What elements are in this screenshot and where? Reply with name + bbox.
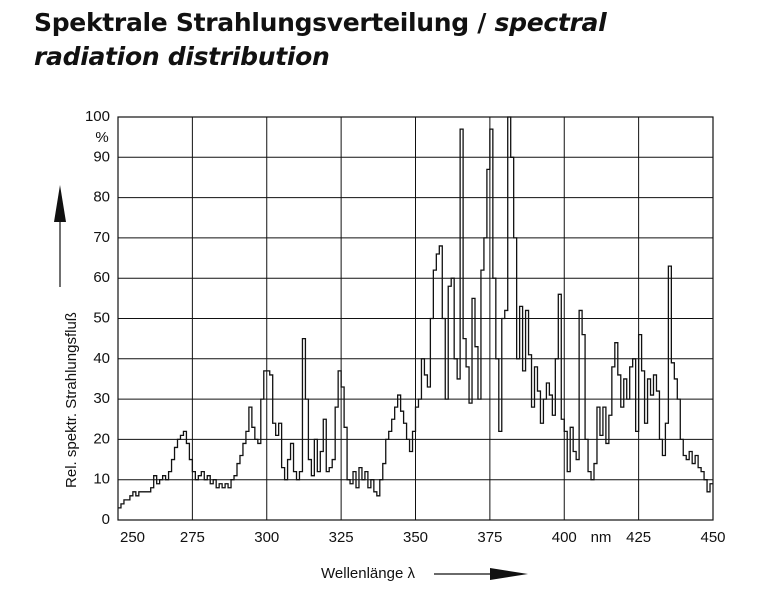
y-tick-label: 60 xyxy=(93,269,110,286)
y-tick-label: 100 xyxy=(85,108,110,125)
x-tick-label: 375 xyxy=(477,529,502,546)
x-tick-label: 450 xyxy=(700,529,725,546)
y-tick-label: 10 xyxy=(93,471,110,488)
title-en: spectral radiation distribution xyxy=(34,8,607,71)
plot-frame xyxy=(117,116,714,521)
x-axis-label: Wellenlänge λ xyxy=(321,565,415,582)
y-unit: % xyxy=(95,129,108,146)
spectrum-line xyxy=(118,116,713,509)
x-tick-label: 425 xyxy=(626,529,651,546)
y-tick-label: 90 xyxy=(93,148,110,165)
x-tick-label: 275 xyxy=(180,529,205,546)
x-tick-label: 400 xyxy=(552,529,577,546)
chart-title: Spektrale Strahlungsverteilung / spectra… xyxy=(34,6,714,74)
title-de: Spektrale Strahlungsverteilung / xyxy=(34,8,487,37)
y-arrow-head xyxy=(54,185,66,222)
y-tick-label: 80 xyxy=(93,189,110,206)
y-tick-label: 70 xyxy=(93,229,110,246)
y-axis-label: Rel. spektr. Strahlungsfluß xyxy=(63,312,80,488)
x-tick-label: 325 xyxy=(329,529,354,546)
y-tick-label: 50 xyxy=(93,309,110,326)
y-tick-label: 40 xyxy=(93,350,110,367)
x-tick-label: 350 xyxy=(403,529,428,546)
x-arrow-head xyxy=(490,568,528,580)
x-tick-label: 250 xyxy=(120,529,145,546)
y-tick-label: 30 xyxy=(93,390,110,407)
y-tick-label: 0 xyxy=(102,511,110,528)
x-unit: nm xyxy=(591,529,612,546)
y-tick-label: 20 xyxy=(93,430,110,447)
x-tick-label: 300 xyxy=(254,529,279,546)
